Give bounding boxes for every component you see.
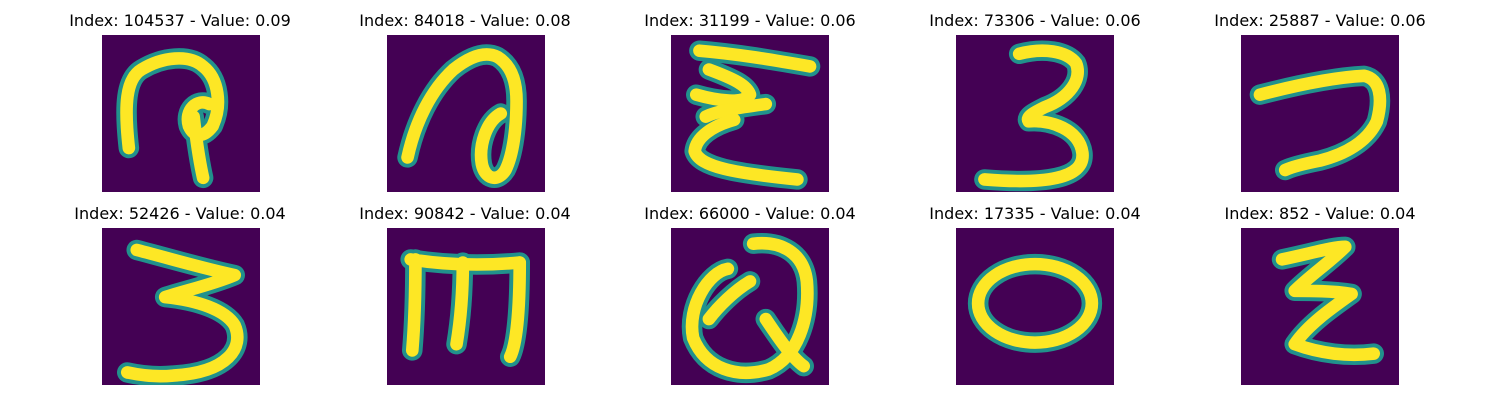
handwritten-character-3 [956,35,1114,192]
panel-title: Index: 52426 - Value: 0.04 [74,204,286,223]
panel-title: Index: 104537 - Value: 0.09 [69,11,291,30]
handwritten-character-7 [1241,35,1399,192]
handwritten-character-sigma [671,35,829,192]
panel-title: Index: 90842 - Value: 0.04 [359,204,571,223]
handwritten-character-3-wide [102,228,260,385]
handwritten-character-p [102,35,260,192]
handwritten-character-q [671,228,829,385]
panel-title: Index: 25887 - Value: 0.06 [1214,11,1426,30]
panel-title: Index: 84018 - Value: 0.08 [359,11,571,30]
handwritten-character-m [387,228,545,385]
handwritten-character-o [956,228,1114,385]
panel-title: Index: 73306 - Value: 0.06 [929,11,1141,30]
panel-title: Index: 31199 - Value: 0.06 [644,11,856,30]
panel-title: Index: 852 - Value: 0.04 [1224,204,1416,223]
panel-title: Index: 17335 - Value: 0.04 [929,204,1141,223]
handwritten-character-z [1241,228,1399,385]
panel-title: Index: 66000 - Value: 0.04 [644,204,856,223]
handwritten-character-loop [387,35,545,192]
